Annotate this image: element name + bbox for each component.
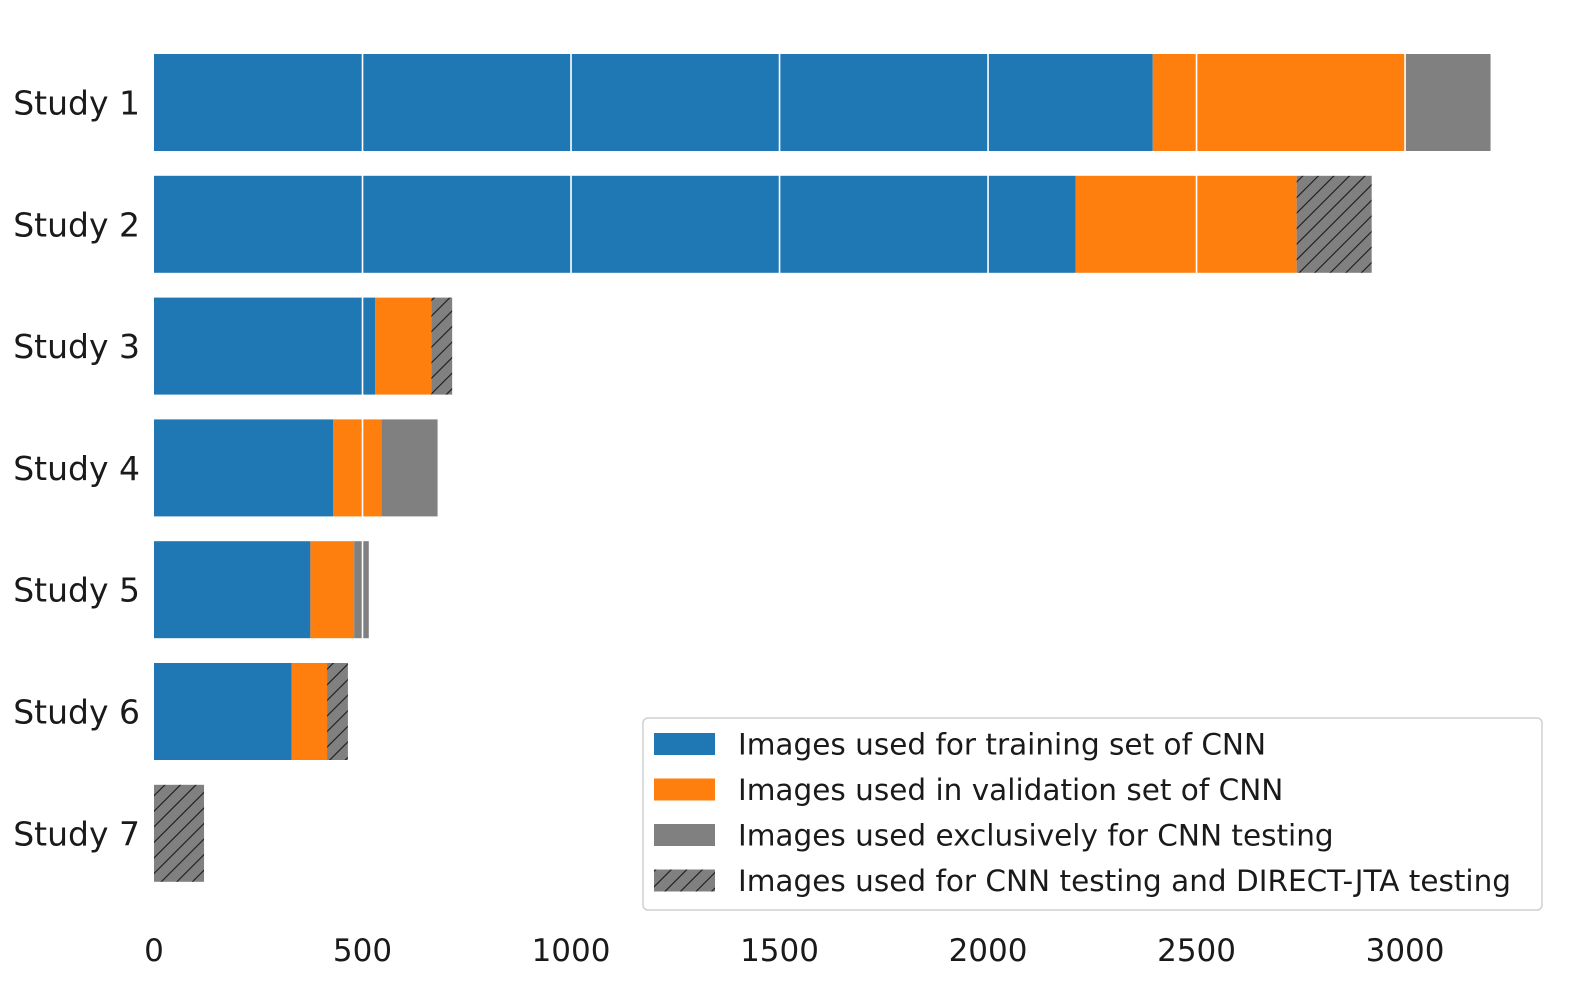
y-tick-label: Study 3 xyxy=(13,327,140,366)
y-tick-label: Study 4 xyxy=(13,449,140,488)
bar-segment-1-series-1 xyxy=(154,54,1153,151)
x-tick-label: 1500 xyxy=(740,933,819,969)
bar-segment-3-series-2 xyxy=(375,297,432,395)
bar-segment-3-series-4 xyxy=(431,297,453,395)
x-tick-label: 2500 xyxy=(1157,933,1236,969)
legend-label-3: Images used exclusively for CNN testing xyxy=(738,819,1334,853)
y-tick-label: Study 6 xyxy=(13,693,140,732)
bar-segment-2-series-4 xyxy=(1296,175,1372,273)
bar-segment-5-series-1 xyxy=(154,541,311,639)
legend-box xyxy=(642,717,1543,911)
bar-segment-6-series-4 xyxy=(327,663,348,760)
legend-swatch-2 xyxy=(654,778,715,801)
bar-segment-5-series-2 xyxy=(310,541,355,639)
y-tick-labels: Study 1 Study 2 Study 3 Study 4 Study 5 Study… xyxy=(13,84,140,854)
bar-segment-2-series-2 xyxy=(1075,175,1297,273)
legend: Images used for training set of CNN Image… xyxy=(642,717,1543,911)
bar-segment-4-series-3 xyxy=(381,419,438,517)
legend-swatch-1 xyxy=(654,733,715,755)
x-tick-label: 0 xyxy=(144,933,164,969)
legend-swatch-4 xyxy=(654,869,715,892)
bar-segment-3-series-1 xyxy=(154,297,376,395)
y-tick-label: Study 5 xyxy=(13,571,140,610)
bar-segment-2-series-1 xyxy=(154,175,1076,273)
legend-label-2: Images used in validation set of CNN xyxy=(738,773,1283,807)
y-tick-label: Study 7 xyxy=(13,814,140,853)
x-tick-label: 3000 xyxy=(1366,933,1445,969)
bar-segment-6-series-2 xyxy=(291,663,328,760)
bar-segment-7-series-4 xyxy=(154,784,205,882)
y-tick-label: Study 1 xyxy=(13,84,140,123)
y-tick-label: Study 2 xyxy=(13,205,140,244)
x-tick-label: 500 xyxy=(333,933,392,969)
bar-segment-1-series-3 xyxy=(1405,54,1491,151)
bar-segment-4-series-1 xyxy=(154,419,334,517)
bars-layer xyxy=(154,54,1491,882)
bar-segment-5-series-3 xyxy=(354,541,369,639)
bar-segment-6-series-1 xyxy=(154,663,292,760)
x-tick-label: 2000 xyxy=(949,933,1028,969)
x-tick-label: 1000 xyxy=(532,933,611,969)
legend-label-4: Images used for CNN testing and DIRECT-J… xyxy=(738,864,1511,898)
bar-segment-1-series-2 xyxy=(1152,54,1406,151)
x-tick-labels: 0 500 1000 1500 2000 2500 3000 xyxy=(144,933,1444,969)
bar-segment-4-series-2 xyxy=(333,419,382,517)
legend-label-1: Images used for training set of CNN xyxy=(738,728,1266,762)
legend-swatch-3 xyxy=(654,824,715,846)
